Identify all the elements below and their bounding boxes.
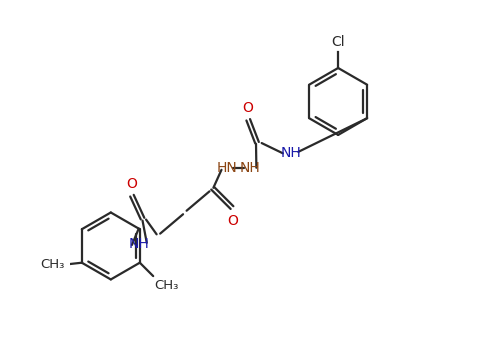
Text: O: O xyxy=(227,214,238,228)
Text: CH₃: CH₃ xyxy=(40,258,65,271)
Text: O: O xyxy=(127,176,138,190)
Text: Cl: Cl xyxy=(331,35,345,49)
Text: NH: NH xyxy=(240,161,260,175)
Text: CH₃: CH₃ xyxy=(155,279,179,292)
Text: NH: NH xyxy=(129,237,149,251)
Text: NH: NH xyxy=(280,146,301,160)
Text: O: O xyxy=(242,101,252,115)
Text: HN: HN xyxy=(217,161,238,175)
